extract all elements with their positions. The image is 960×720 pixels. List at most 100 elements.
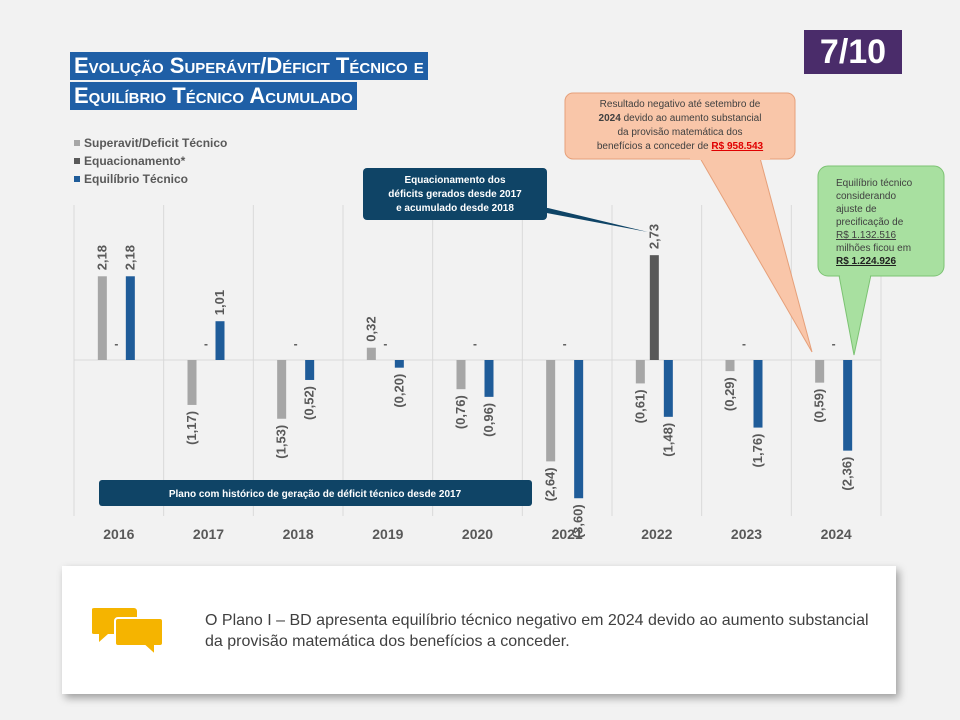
- callout-resultado: Resultado negativo até setembro de 2024 …: [564, 92, 813, 353]
- legend-label-equacionamento: Equacionamento*: [84, 154, 186, 168]
- x-tick-label: 2017: [193, 526, 224, 542]
- data-label: 0,32: [363, 316, 378, 341]
- callout-equacionamento-line-1: Equacionamento dos: [404, 175, 506, 186]
- callout-equacionamento-line-2: déficits gerados desde 2017: [388, 189, 522, 200]
- data-label-zero: -: [742, 337, 746, 351]
- data-label: (0,20): [391, 374, 406, 408]
- callout-equacionamento: Equacionamento dos déficits gerados desd…: [363, 168, 648, 232]
- bar: [843, 360, 853, 451]
- callout-resultado-box: [564, 92, 796, 160]
- data-label: 2,18: [94, 245, 109, 270]
- bar: [215, 321, 225, 360]
- data-label: (2,36): [840, 457, 855, 491]
- callout-equilibrio-line-2: considerando: [836, 191, 896, 202]
- x-tick-label: 2019: [372, 526, 403, 542]
- callout-resultado-year: 2024: [599, 113, 622, 124]
- bar: [394, 360, 404, 368]
- data-label-zero: -: [294, 337, 298, 351]
- callout-resultado-line-1: Resultado negativo até setembro de: [600, 99, 761, 110]
- bar: [97, 276, 107, 360]
- data-label-zero: -: [114, 337, 118, 351]
- legend-swatch-equilibrio: [74, 176, 80, 182]
- data-label: (1,76): [750, 434, 765, 468]
- callout-equacionamento-box: [363, 168, 547, 220]
- callout-resultado-line-3: da provisão matemática dos: [617, 127, 742, 138]
- x-tick-label: 2023: [731, 526, 762, 542]
- chart-bars: [97, 255, 853, 499]
- callout-resultado-joint: [690, 156, 770, 160]
- legend-label-superavit: Superavit/Deficit Técnico: [84, 136, 228, 150]
- callout-resultado-line-4: benefícios a conceder de R$ 958.543: [597, 141, 764, 152]
- bar: [725, 360, 735, 372]
- bar: [366, 347, 376, 360]
- chart-grid: [73, 205, 882, 516]
- callout-equilibrio-line-7: R$ 1.224.926: [836, 256, 896, 267]
- bar: [456, 360, 466, 390]
- bar: [649, 255, 659, 360]
- data-label-zero: -: [473, 337, 477, 351]
- callout-equilibrio: Equilíbrio técnico considerando ajuste d…: [817, 165, 945, 356]
- callout-plano: Plano com histórico de geração de défici…: [99, 480, 532, 506]
- callout-resultado-line-2: 2024 devido ao aumento substancial: [599, 113, 762, 124]
- data-label: (1,53): [274, 425, 289, 459]
- callout-plano-box: [99, 480, 532, 506]
- page-indicator: 7/10: [804, 30, 902, 74]
- callout-resultado-line-2-rest: devido ao aumento substancial: [621, 113, 762, 124]
- callout-equacionamento-line-3: e acumulado desde 2018: [396, 203, 514, 214]
- bar: [635, 360, 645, 384]
- summary-text: O Plano I – BD apresenta equilíbrio técn…: [205, 612, 869, 650]
- callout-resultado-line-4-text: benefícios a conceder de: [597, 141, 712, 152]
- data-label: 2,73: [646, 224, 661, 249]
- bar: [574, 360, 584, 499]
- callout-equilibrio-joint: [840, 272, 870, 278]
- callout-equilibrio-line-5: R$ 1.132.516: [836, 230, 896, 241]
- bar: [125, 276, 135, 360]
- legend-swatch-equacionamento: [74, 158, 80, 164]
- x-tick-label: 2021: [552, 526, 583, 542]
- chart-title-line-2: Equilíbrio Técnico Acumulado: [70, 82, 357, 110]
- bar: [484, 360, 494, 397]
- callout-equilibrio-box: [817, 165, 945, 277]
- bar: [277, 360, 287, 419]
- data-label: (0,59): [812, 389, 827, 423]
- x-tick-label: 2016: [103, 526, 134, 542]
- data-label: (1,17): [184, 411, 199, 445]
- data-label: (0,61): [632, 389, 647, 423]
- summary-box: O Plano I – BD apresenta equilíbrio técn…: [62, 566, 896, 694]
- chart-legend: Superavit/Deficit Técnico Equacionamento…: [74, 134, 227, 188]
- data-label-zero: -: [204, 337, 208, 351]
- callout-equilibrio-pointer: [837, 269, 873, 356]
- bar: [753, 360, 763, 428]
- callout-equilibrio-line-6: milhões ficou em: [836, 243, 911, 254]
- data-label: (0,52): [302, 386, 317, 420]
- data-label-zero: -: [383, 337, 387, 351]
- x-tick-label: 2024: [821, 526, 852, 542]
- chart-data-labels: 2,18-2,18(1,17)-1,01(1,53)-(0,52)0,32-(0…: [94, 224, 854, 538]
- x-tick-label: 2022: [641, 526, 672, 542]
- chat-bubbles-icon: [92, 608, 164, 658]
- data-label: (0,76): [453, 395, 468, 429]
- data-label: (3,60): [571, 504, 586, 538]
- callout-equilibrio-line-1: Equilíbrio técnico: [836, 178, 913, 189]
- callout-resultado-pointer: [699, 157, 813, 353]
- chart-title-line-1: Evolução Superávit/Déficit Técnico e: [70, 52, 428, 80]
- data-label: (2,64): [543, 467, 558, 501]
- legend-item-equacionamento: Equacionamento*: [74, 152, 227, 170]
- bar: [663, 360, 673, 417]
- data-label: 2,18: [122, 245, 137, 270]
- bar-chart: 2,18-2,18(1,17)-1,01(1,53)-(0,52)0,32-(0…: [73, 92, 945, 542]
- bar: [305, 360, 315, 380]
- legend-item-superavit: Superavit/Deficit Técnico: [74, 134, 227, 152]
- legend-swatch-superavit: [74, 140, 80, 146]
- callout-equilibrio-line-3: ajuste de: [836, 204, 877, 215]
- callout-plano-text: Plano com histórico de geração de défici…: [169, 489, 462, 500]
- callout-resultado-value: R$ 958.543: [711, 141, 763, 152]
- data-label-zero: -: [563, 337, 567, 351]
- legend-item-equilibrio: Equilíbrio Técnico: [74, 170, 227, 188]
- bar: [546, 360, 556, 462]
- bar: [187, 360, 197, 405]
- data-label: (0,29): [722, 377, 737, 411]
- data-label: (0,96): [481, 403, 496, 437]
- chart-x-axis: 2016 2017 2018 2019 2020 2021 2022 2023 2024: [103, 526, 852, 542]
- bar: [815, 360, 825, 383]
